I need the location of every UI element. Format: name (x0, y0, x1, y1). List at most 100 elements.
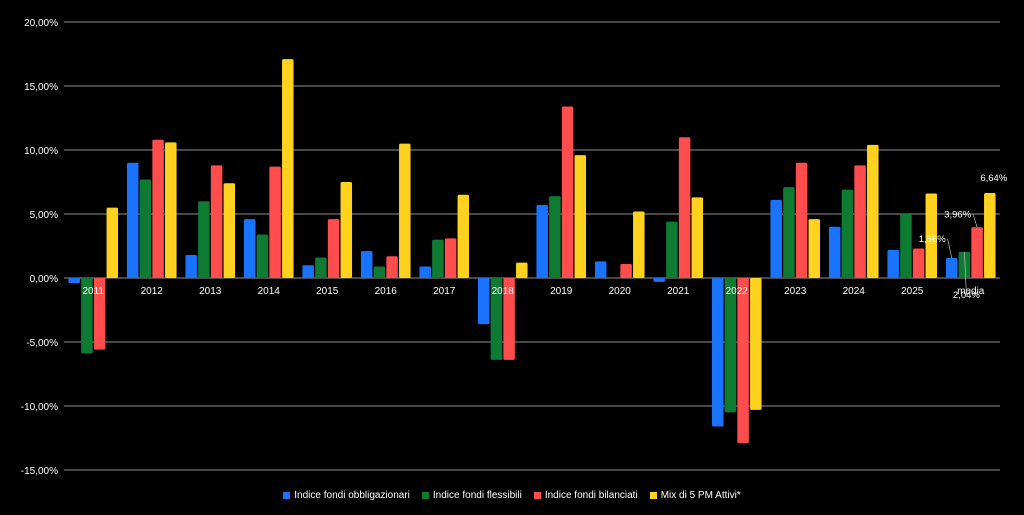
bar (373, 266, 386, 278)
bar (315, 257, 327, 278)
bar (126, 162, 139, 278)
bar (633, 211, 645, 278)
x-category-label: 2015 (316, 286, 339, 297)
y-tick-label: -10,00% (21, 402, 58, 413)
x-category-label: 2013 (199, 286, 222, 297)
x-category-label: 2012 (141, 286, 164, 297)
bar (106, 207, 119, 278)
x-category-label: 2016 (375, 286, 398, 297)
bar (340, 182, 353, 278)
bar (210, 165, 223, 278)
bar (841, 189, 854, 278)
bar (68, 278, 80, 284)
bar (327, 219, 340, 278)
bar (81, 278, 93, 354)
data-label: 3,96% (944, 209, 971, 220)
legend-label-flessibili: Indice fondi flessibili (432, 490, 522, 501)
bar (282, 59, 294, 279)
bar (165, 142, 177, 278)
bar (783, 187, 795, 278)
legend-label-obbligazionari: Indice fondi obbligazionari (294, 490, 410, 501)
bar (795, 162, 808, 278)
data-label-leader (972, 214, 978, 228)
bar (185, 254, 197, 278)
x-category-label: 2025 (901, 286, 924, 297)
bar (594, 261, 607, 278)
legend-item-bilanciati: Indice fondi bilanciati (533, 490, 638, 501)
data-label: 2,04% (953, 290, 980, 301)
bar (516, 262, 528, 278)
x-category-label: 2019 (550, 286, 573, 297)
bar (419, 266, 431, 278)
y-tick-label: 15,00% (24, 82, 58, 93)
bar (750, 278, 762, 410)
bar (503, 278, 515, 360)
bar (666, 221, 678, 278)
bar (457, 194, 470, 278)
x-category-label: 2018 (492, 286, 515, 297)
bar (945, 258, 958, 278)
bar (971, 227, 983, 278)
x-category-label: 2020 (609, 286, 632, 297)
bar (432, 239, 444, 278)
legend-label-pm-attivi: Mix di 5 PM Attivi* (660, 490, 741, 501)
bar (900, 214, 912, 278)
bar (724, 278, 737, 413)
y-tick-label: 0,00% (30, 274, 58, 285)
bar (958, 251, 971, 278)
bar (912, 248, 925, 278)
bar (867, 144, 879, 278)
y-tick-label: 20,00% (24, 18, 58, 29)
legend: Indice fondi obbligazionari Indice fondi… (0, 490, 1024, 501)
bar (477, 278, 490, 325)
legend-item-pm-attivi: Mix di 5 PM Attivi* (649, 490, 741, 501)
bar-chart: 20,00% 15,00% 10,00% 5,00% 0,00% -5,00% -10,00… (21, 18, 1008, 477)
bar (854, 165, 866, 278)
bar (256, 234, 269, 278)
bar (360, 251, 373, 278)
x-category-label: 2021 (667, 286, 690, 297)
bar (620, 263, 632, 278)
bar (536, 205, 548, 278)
legend-swatch-flessibili (421, 492, 429, 499)
bar (770, 199, 782, 278)
bar (574, 155, 587, 278)
bar (925, 193, 938, 278)
bar (243, 219, 256, 278)
data-label: 1,56% (919, 234, 946, 245)
x-category-label: 2024 (843, 286, 866, 297)
bar (737, 278, 749, 444)
bar (139, 179, 152, 278)
bar (887, 249, 899, 278)
bar (399, 143, 411, 278)
data-label-leader (947, 238, 953, 259)
legend-item-obbligazionari: Indice fondi obbligazionari (283, 490, 410, 501)
y-tick-label: -15,00% (21, 466, 58, 477)
x-category-label: 2014 (258, 286, 281, 297)
y-tick-label: 10,00% (24, 146, 58, 157)
bar (653, 278, 665, 282)
bar (386, 256, 398, 278)
bar (549, 196, 561, 278)
bar (152, 139, 164, 278)
legend-swatch-pm-attivi (649, 492, 657, 499)
bar (561, 106, 574, 278)
bar (711, 278, 724, 427)
bar (984, 193, 996, 278)
bar (198, 201, 210, 278)
legend-item-flessibili: Indice fondi flessibili (421, 490, 522, 501)
legend-label-bilanciati: Indice fondi bilanciati (544, 490, 638, 501)
x-category-label: 2022 (726, 286, 749, 297)
x-category-label: 2011 (82, 286, 104, 297)
bar (828, 226, 841, 278)
bar (302, 265, 314, 278)
data-label-leader (964, 251, 967, 295)
bar (490, 278, 503, 360)
x-category-label: 2023 (784, 286, 807, 297)
bar (269, 166, 281, 278)
bar (444, 238, 457, 278)
legend-swatch-obbligazionari (283, 492, 291, 499)
x-category-label: media (957, 286, 985, 297)
bar (678, 137, 691, 278)
